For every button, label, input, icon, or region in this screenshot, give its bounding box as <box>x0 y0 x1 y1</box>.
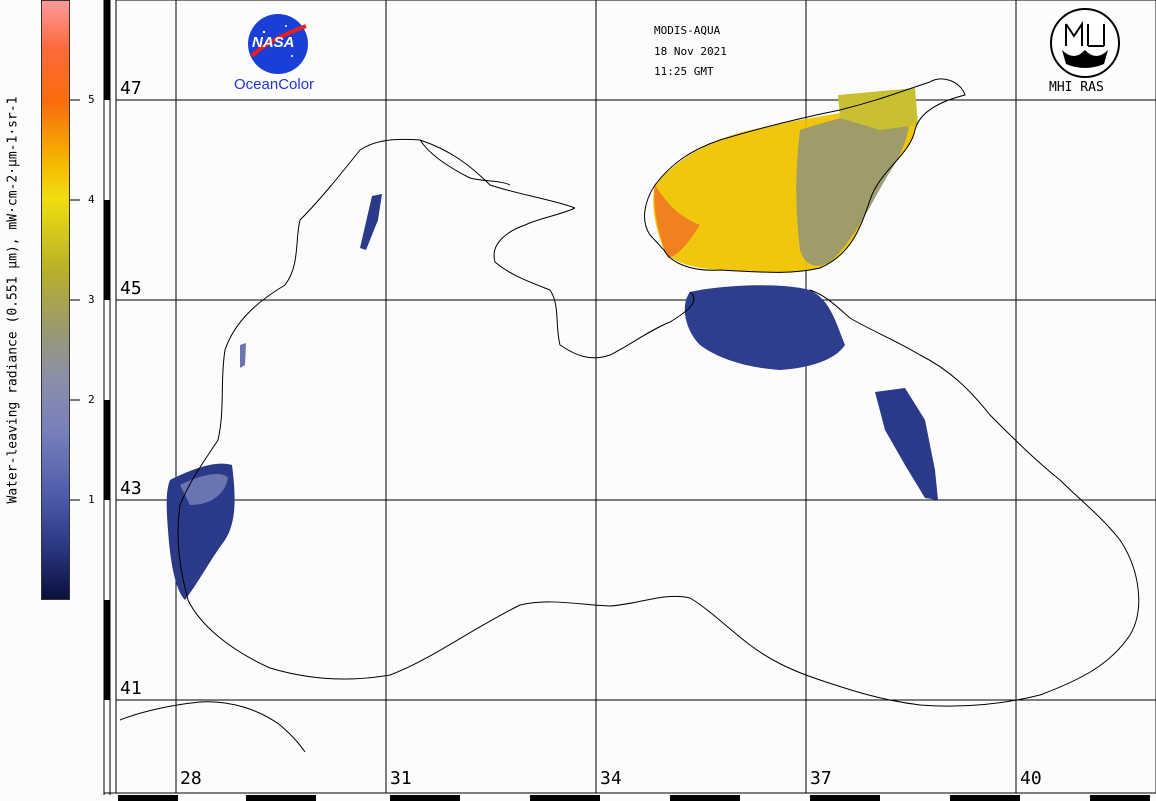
colorbar-tick-marks <box>70 99 80 501</box>
mhi-ras-label: MHI RAS <box>1049 80 1104 95</box>
azov-patch-grey <box>796 108 909 266</box>
mhi-ras-logo <box>1050 8 1120 78</box>
graticule <box>116 0 1156 793</box>
west-coast-patch <box>166 463 235 600</box>
lon-label: 37 <box>810 768 832 789</box>
colorbar-tick: 4 <box>88 193 95 206</box>
coastline <box>119 78 1140 753</box>
shelf-patch-south-crimea <box>684 285 845 370</box>
date-label: 18 Nov 2021 <box>654 45 727 58</box>
radiance-data <box>166 88 938 600</box>
time-label: 11:25 GMT <box>654 65 714 78</box>
colorbar-tick: 1 <box>88 493 95 506</box>
lon-label: 28 <box>180 768 202 789</box>
colorbar-tick: 3 <box>88 293 95 306</box>
east-patch <box>875 388 938 500</box>
nasa-wordmark: NASA <box>252 34 295 51</box>
colorbar <box>41 0 70 600</box>
odessa-patch <box>360 194 382 250</box>
lat-label: 47 <box>120 78 142 99</box>
lon-label: 40 <box>1020 768 1042 789</box>
azov-patch-north <box>838 88 918 130</box>
lat-label: 45 <box>120 278 142 299</box>
azov-patch-orange <box>654 185 700 258</box>
danube-small-patch <box>240 343 246 368</box>
oceancolor-label: OceanColor <box>234 76 315 93</box>
colorbar-tick: 2 <box>88 393 95 406</box>
west-coast-patch-light <box>180 474 228 505</box>
bottom-scale-bar <box>104 792 1156 801</box>
map-frame <box>115 0 1156 794</box>
sensor-label: MODIS-AQUA <box>654 24 721 37</box>
lon-label: 34 <box>600 768 622 789</box>
colorbar-tick: 5 <box>88 93 95 106</box>
lon-label: 31 <box>390 768 412 789</box>
left-scale-bar <box>103 0 111 795</box>
lat-label: 43 <box>120 478 142 499</box>
lat-label: 41 <box>120 678 142 699</box>
nasa-logo <box>248 14 308 74</box>
